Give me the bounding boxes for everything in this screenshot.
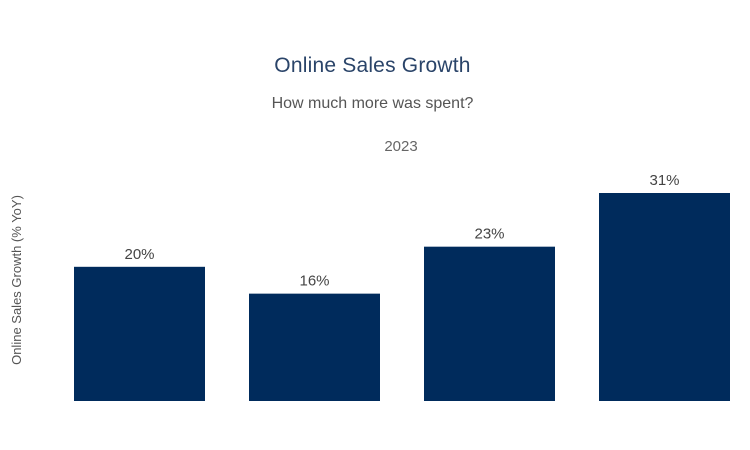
bar-value-label-1: 20% [124, 246, 154, 263]
bar-1[interactable] [74, 266, 205, 401]
bars-group [74, 193, 730, 401]
bar-2[interactable] [249, 293, 380, 401]
bar-4[interactable] [599, 193, 730, 401]
bar-3[interactable] [424, 246, 555, 401]
chart-title: Online Sales Growth [274, 54, 471, 77]
bar-labels-group: 20% 16% 23% 31% [124, 172, 679, 290]
chart-subtitle: How much more was spent? [271, 95, 474, 112]
bar-value-label-4: 31% [649, 172, 679, 189]
bar-value-label-2: 16% [299, 273, 329, 290]
bar-value-label-3: 23% [474, 226, 504, 243]
y-axis-label: Online Sales Growth (% YoY) [9, 195, 24, 365]
facet-label: 2023 [384, 138, 417, 155]
